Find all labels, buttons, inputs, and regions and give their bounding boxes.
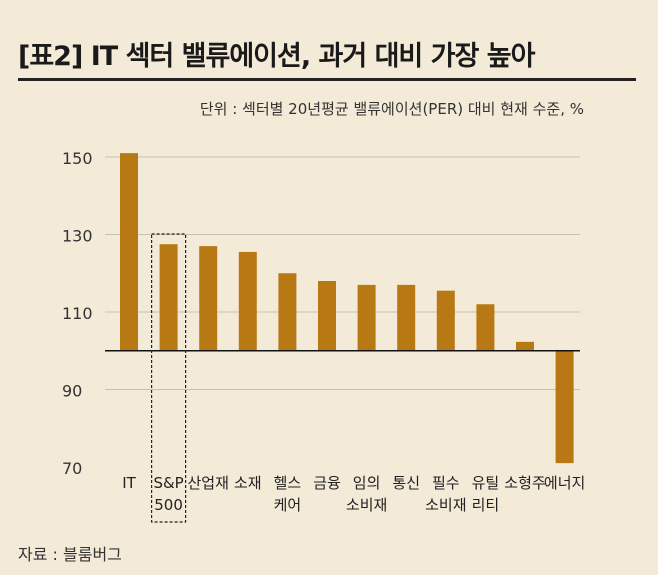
x-tick-label: 임의 [353, 474, 381, 492]
title-divider [18, 78, 636, 81]
bar-에너지 [555, 350, 574, 464]
bar-헬스케어 [278, 273, 297, 351]
bar-임의소비재 [357, 284, 376, 351]
bar-금융 [318, 281, 336, 351]
x-tick-label: 케어 [274, 496, 302, 514]
y-tick-label: 110 [62, 304, 93, 323]
x-tick-label: 소비재 [425, 496, 466, 514]
y-tick-label: 70 [62, 459, 82, 478]
bar-S&P 500 [159, 244, 178, 351]
x-tick-label: 소비재 [346, 496, 387, 514]
y-tick-label: 90 [62, 382, 82, 401]
y-tick-label: 150 [62, 149, 93, 168]
bar-유틸리티 [476, 304, 495, 351]
x-tick-label: 소형주 [504, 474, 545, 492]
x-tick-label: 금융 [313, 474, 341, 492]
x-tick-label: 소재 [234, 474, 262, 492]
x-tick-label: 리티 [472, 496, 500, 514]
x-tick-label: 헬스 [274, 474, 302, 492]
highlight-box [151, 233, 187, 523]
x-tick-label: 통신 [392, 474, 420, 492]
x-tick-label: 에너지 [544, 474, 585, 492]
x-tick-label: 산업재 [187, 474, 228, 492]
bar-IT [120, 153, 138, 351]
bar-필수소비재 [436, 290, 455, 351]
x-tick-label: S&P [153, 474, 183, 492]
x-tick-label: 필수 [432, 474, 460, 492]
bar-소형주 [516, 341, 534, 351]
source-note: 자료 : 블룸버그 [18, 545, 122, 564]
x-tick-label: 500 [154, 496, 183, 514]
bar-산업재 [199, 246, 218, 351]
bar-통신 [397, 284, 416, 351]
x-tick-label: IT [122, 474, 136, 492]
bar-소재 [238, 251, 257, 351]
x-tick-label: 유틸 [472, 474, 500, 492]
chart-title: [표2] IT 섹터 밸류에이션, 과거 대비 가장 높아 [18, 41, 535, 72]
unit-note: 단위 : 섹터별 20년평균 밸류에이션(PER) 대비 현재 수준, % [199, 100, 584, 118]
y-tick-label: 130 [62, 227, 93, 246]
